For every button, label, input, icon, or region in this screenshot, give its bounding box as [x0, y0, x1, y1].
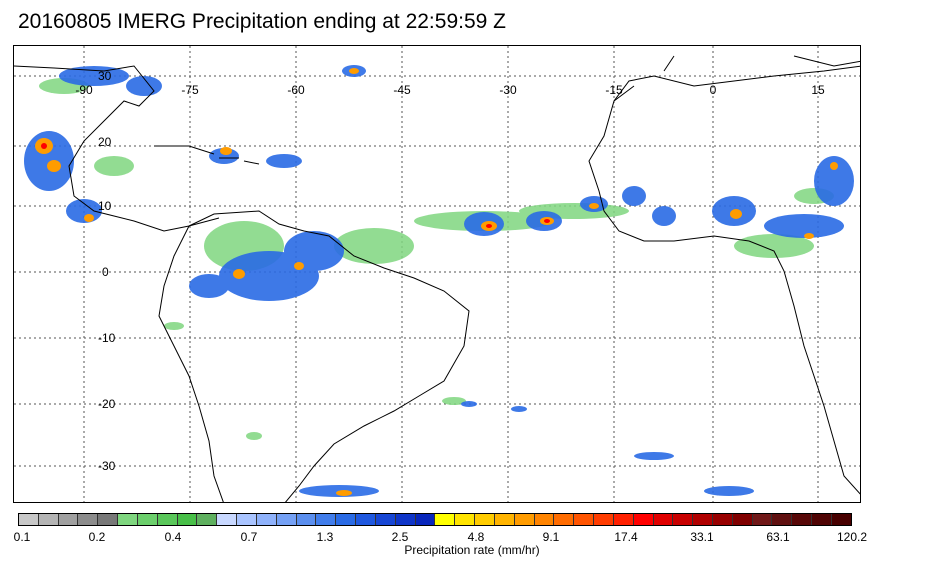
colorbar-segment: [693, 514, 713, 525]
lat-label: -20: [98, 397, 116, 411]
colorbar-segment: [316, 514, 337, 525]
colorbar-tick-label: 63.1: [766, 530, 790, 544]
lon-label: 15: [811, 83, 825, 97]
latitude-labels: 30 20 10 0 -10 -20 -30: [98, 69, 116, 473]
coastlines: [14, 55, 860, 502]
colorbar-segment: [574, 514, 595, 525]
colorbar-segment: [296, 514, 317, 525]
lon-label: 0: [710, 83, 717, 97]
lon-label: -30: [499, 83, 517, 97]
lat-label: 10: [98, 199, 112, 213]
colorbar-tick-label: 33.1: [690, 530, 714, 544]
colorbar: [18, 513, 852, 526]
colorbar-label: Precipitation rate (mm/hr): [404, 543, 540, 557]
colorbar-segment: [78, 514, 99, 525]
map-canvas: -90 -75 -60 -45 -30 -15 0 15 30 20 10 0 …: [14, 46, 860, 502]
colorbar-segment: [752, 514, 773, 525]
colorbar-segment: [356, 514, 376, 525]
colorbar-segment: [217, 514, 238, 525]
colorbar-segment: [58, 514, 79, 525]
colorbar-segment: [673, 514, 694, 525]
page-title: 20160805 IMERG Precipitation ending at 2…: [18, 10, 506, 33]
colorbar-segment: [375, 514, 396, 525]
lon-label: -90: [75, 83, 93, 97]
lon-label: -60: [287, 83, 305, 97]
precipitation-field: [24, 65, 854, 497]
colorbar-segment: [256, 514, 277, 525]
colorbar-segment: [38, 514, 59, 525]
colorbar-segment: [475, 514, 495, 525]
precipitation-map: -90 -75 -60 -45 -30 -15 0 15 30 20 10 0 …: [13, 45, 861, 503]
colorbar-segment: [137, 514, 158, 525]
colorbar-segment: [415, 514, 436, 525]
colorbar-tick-label: 9.1: [542, 530, 560, 544]
colorbar-tick-label: 4.8: [467, 530, 485, 544]
lat-label: 0: [102, 265, 109, 279]
colorbar-segment: [177, 514, 198, 525]
colorbar-segment: [435, 514, 456, 525]
colorbar-tick-label: 0.1: [13, 530, 31, 544]
colorbar-segment: [792, 514, 813, 525]
colorbar-segment: [534, 514, 555, 525]
colorbar-segment: [197, 514, 218, 525]
colorbar-tick-label: 1.3: [316, 530, 334, 544]
colorbar-segment: [613, 514, 634, 525]
colorbar-segment: [276, 514, 297, 525]
graticule: [14, 46, 860, 502]
colorbar-tick-label: 0.7: [240, 530, 258, 544]
lon-label: -15: [605, 83, 623, 97]
colorbar-segment: [455, 514, 476, 525]
colorbar-tick-label: 120.2: [836, 530, 868, 544]
colorbar-tick-label: 0.2: [88, 530, 106, 544]
colorbar-segment: [772, 514, 793, 525]
colorbar-segment: [732, 514, 753, 525]
colorbar-segment: [237, 514, 257, 525]
colorbar-segment: [19, 514, 39, 525]
colorbar-segment: [98, 514, 119, 525]
colorbar-tick-label: 2.5: [391, 530, 409, 544]
lon-label: -45: [393, 83, 411, 97]
colorbar-segment: [157, 514, 178, 525]
colorbar-segment: [395, 514, 416, 525]
colorbar-segment: [633, 514, 654, 525]
colorbar-segment: [712, 514, 733, 525]
colorbar-segment: [554, 514, 575, 525]
lat-label: 30: [98, 69, 112, 83]
colorbar-segment: [514, 514, 535, 525]
colorbar-tick-label: 0.4: [164, 530, 182, 544]
colorbar-segment: [653, 514, 674, 525]
colorbar-ticks: 0.1 0.2 0.4 0.7 1.3 2.5 4.8 9.1 17.4 33.…: [0, 530, 944, 544]
colorbar-segment: [336, 514, 357, 525]
colorbar-segment: [118, 514, 138, 525]
colorbar-segment: [831, 514, 851, 525]
longitude-labels: -90 -75 -60 -45 -30 -15 0 15: [75, 83, 825, 97]
colorbar-segment: [494, 514, 515, 525]
colorbar-tick-label: 17.4: [614, 530, 638, 544]
lat-label: 20: [98, 135, 112, 149]
lat-label: -30: [98, 459, 116, 473]
colorbar-segment: [812, 514, 832, 525]
lat-label: -10: [98, 331, 116, 345]
colorbar-segment: [594, 514, 614, 525]
lon-label: -75: [181, 83, 199, 97]
